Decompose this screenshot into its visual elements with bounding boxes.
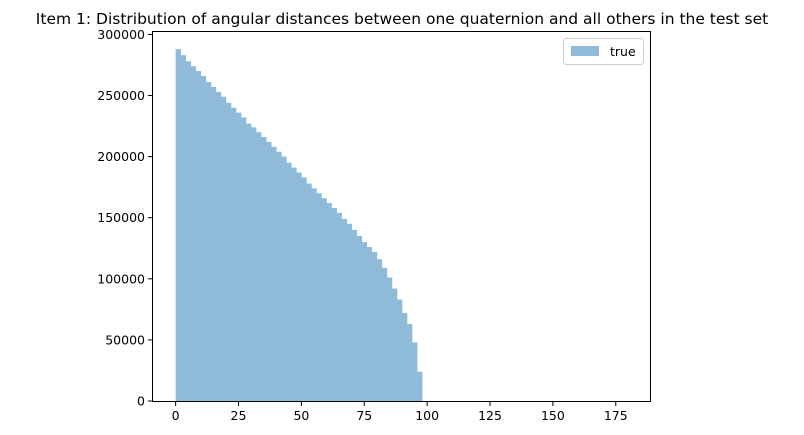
histogram-bar (301, 177, 307, 401)
y-axis: 0 50000 100000 150000 200000 250000 300000 (97, 27, 153, 409)
x-tick-label: 25 (231, 408, 247, 423)
histogram-bar (346, 223, 352, 401)
histogram-bar (371, 251, 378, 401)
histogram-bar (381, 267, 388, 401)
histogram-bar (366, 247, 373, 401)
histogram-bar (190, 66, 197, 402)
histogram-bar (261, 137, 267, 401)
histogram-bar (251, 127, 257, 402)
histogram-bar (281, 156, 287, 401)
histogram-bar (321, 198, 327, 401)
histogram-bar (180, 55, 186, 401)
legend-label-true: true (610, 44, 636, 59)
histogram-bar (185, 61, 192, 402)
histogram-bar (296, 172, 302, 401)
histogram-bar (407, 324, 413, 401)
histogram-bar (286, 162, 292, 401)
histogram-bar (225, 102, 232, 401)
histogram-bar (402, 313, 408, 401)
x-tick-label: 175 (604, 408, 628, 423)
histogram-bar (417, 371, 423, 401)
histogram-bar (205, 82, 212, 402)
histogram-bar (391, 288, 398, 401)
histogram-bar (220, 96, 227, 402)
x-tick-label: 150 (541, 408, 565, 423)
histogram-bar (271, 146, 277, 401)
x-tick-label: 50 (293, 408, 309, 423)
x-tick-label: 100 (415, 408, 439, 423)
bars-group (175, 49, 423, 402)
y-tick-label: 200000 (97, 149, 145, 164)
chart-title: Item 1: Distribution of angular distance… (36, 10, 768, 28)
y-tick-label: 50000 (105, 332, 145, 347)
x-tick-label: 125 (478, 408, 502, 423)
y-tick-label: 150000 (97, 210, 145, 225)
histogram-bar (200, 75, 207, 401)
histogram-bar (241, 117, 247, 402)
histogram-bar (412, 342, 418, 401)
histogram-bar (341, 218, 347, 401)
histogram-bar (386, 277, 393, 401)
x-tick-label: 75 (356, 408, 372, 423)
y-tick-label: 300000 (97, 27, 145, 42)
histogram-bar (210, 86, 217, 401)
legend: true (563, 38, 644, 65)
histogram-bar (361, 242, 368, 401)
legend-box (563, 38, 644, 65)
histogram-bar (316, 193, 322, 401)
y-tick-label: 0 (137, 394, 145, 409)
histogram-bar (246, 123, 252, 402)
histogram-bar (356, 236, 363, 401)
x-tick-label: 0 (172, 408, 180, 423)
histogram-bar (236, 112, 242, 401)
histogram-bar (266, 141, 272, 401)
legend-swatch-true (571, 46, 599, 56)
histogram-bar (311, 188, 317, 401)
histogram-bar (276, 151, 282, 401)
plot-frame (152, 31, 651, 402)
histogram-bar (291, 167, 297, 401)
histogram-bar (351, 229, 358, 401)
histogram-bar (230, 107, 237, 401)
histogram-bar (306, 183, 312, 401)
histogram-bar (256, 132, 262, 401)
histogram-bar (396, 299, 403, 401)
histogram-bar (195, 71, 202, 401)
histogram-bar (331, 207, 337, 401)
histogram-bar (215, 91, 222, 402)
y-tick-label: 100000 (97, 271, 145, 286)
histogram-bar (326, 203, 332, 401)
histogram-bar (175, 49, 181, 402)
histogram-bar (336, 212, 342, 401)
histogram-bar (376, 259, 383, 401)
y-tick-label: 250000 (97, 88, 145, 103)
x-axis: 0 25 50 75 100 125 150 175 (172, 401, 628, 423)
